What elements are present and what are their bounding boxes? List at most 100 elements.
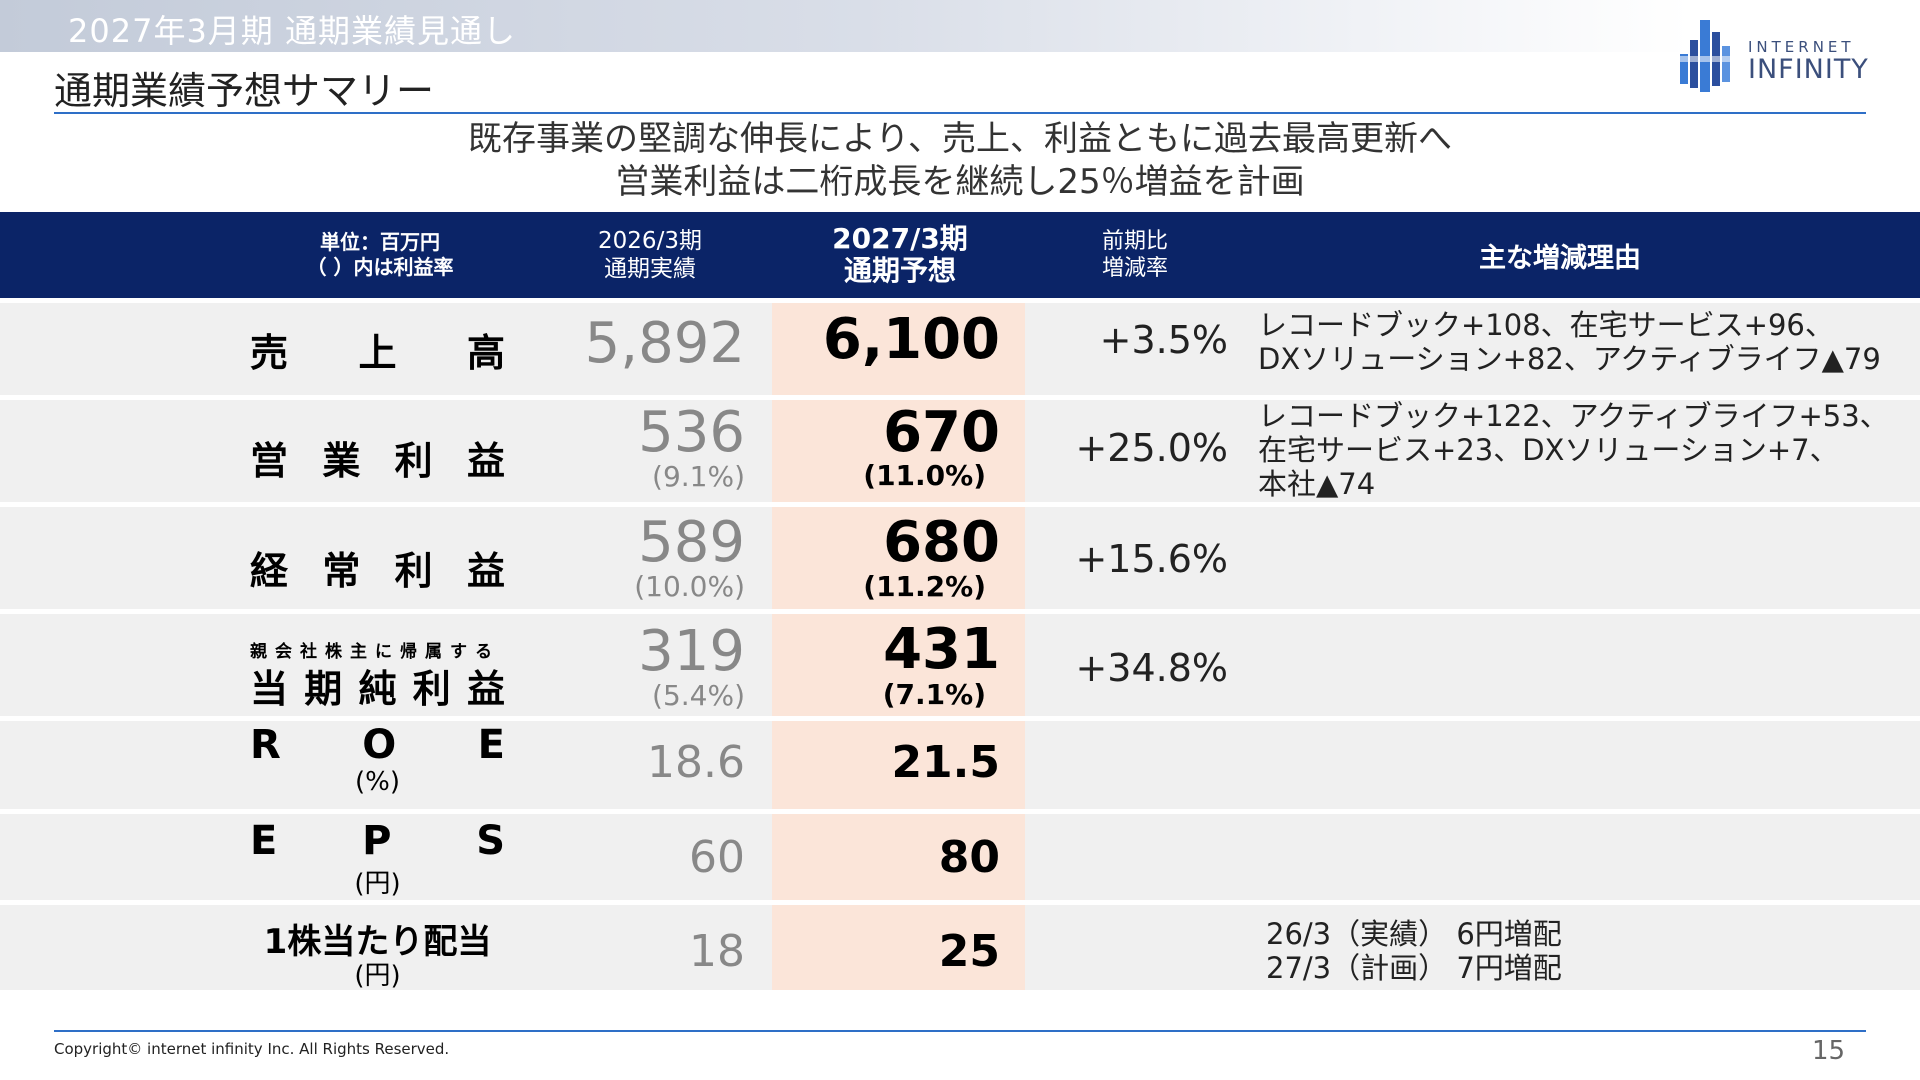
header-curr-line1: 2027/3期 <box>832 222 968 255</box>
reason-line: レコードブック+122、アクティブライフ+53、 <box>1258 399 1889 433</box>
net-forecast-margin: (7.1%) <box>882 678 986 711</box>
label-char: R <box>250 722 281 768</box>
label-char: 益 <box>466 549 505 593</box>
forecast-highlight <box>772 721 1025 809</box>
header-curr-line2: 通期予想 <box>843 254 956 287</box>
logo-text-top: INTERNET <box>1748 38 1855 56</box>
net-prev-value: 319 <box>638 619 745 684</box>
forecast-highlight <box>772 507 1025 609</box>
op-prev-margin: (9.1%) <box>652 460 745 493</box>
company-logo: INTERNET INFINITY <box>1676 16 1876 96</box>
eps-unit: (円) <box>354 869 401 899</box>
op-forecast-value: 670 <box>883 400 1000 465</box>
label-char: S <box>476 818 505 864</box>
eps-forecast-value: 80 <box>938 832 1000 883</box>
row-label-net-income: 当 期 純 利 益 <box>250 658 505 713</box>
label-char: 経 <box>250 549 289 593</box>
header-change: 前期比 増減率 <box>1060 212 1210 298</box>
label-char: E <box>250 818 278 864</box>
header-unit: 単位：百万円 （ ）内は利益率 <box>270 212 490 298</box>
eps-prev-value: 60 <box>689 832 745 883</box>
headline: 既存事業の堅調な伸長により、売上、利益ともに過去最高更新へ 営業利益は二桁成長を… <box>0 118 1920 204</box>
page-number: 15 <box>1812 1036 1846 1066</box>
sales-change: +3.5% <box>1099 318 1228 362</box>
roe-prev-value: 18.6 <box>647 737 745 788</box>
label-char: 上 <box>358 331 397 375</box>
reason-line: 本社▲74 <box>1258 467 1376 501</box>
dividend-unit: (円) <box>354 961 401 991</box>
net-prev-margin: (5.4%) <box>652 679 745 712</box>
copyright: Copyright© internet infinity Inc. All Ri… <box>54 1040 450 1058</box>
ord-change: +15.6% <box>1075 537 1228 581</box>
label-char: 利 <box>412 667 451 711</box>
reason-line: 27/3（計画） 7円増配 <box>1266 951 1562 985</box>
forecast-highlight <box>772 400 1025 502</box>
ord-forecast-value: 680 <box>883 510 1000 575</box>
sales-reason: レコードブック+108、在宅サービス+96、 DXソリューション+82、アクティ… <box>1258 308 1881 376</box>
label-char: 利 <box>394 549 433 593</box>
reason-line: 在宅サービス+23、DXソリューション+7、 <box>1258 433 1839 467</box>
row-label-roe: R O E <box>250 722 505 768</box>
reason-line: DXソリューション+82、アクティブライフ▲79 <box>1258 342 1881 376</box>
roe-unit: (%) <box>355 767 400 797</box>
label-char: 高 <box>466 331 505 375</box>
headline-line-2: 営業利益は二桁成長を継続し25％増益を計画 <box>615 162 1305 202</box>
roe-forecast-value: 21.5 <box>891 737 1000 788</box>
logo-mark-icon <box>1676 20 1732 92</box>
footer-divider <box>54 1030 1866 1032</box>
label-char: 益 <box>466 439 505 483</box>
header-unit-line2: （ ）内は利益率 <box>306 255 454 279</box>
op-reason: レコードブック+122、アクティブライフ+53、 在宅サービス+23、DXソリュ… <box>1258 399 1889 501</box>
table-header: 単位：百万円 （ ）内は利益率 2026/3期 通期実績 2027/3期 通期予… <box>0 212 1920 298</box>
row-label-dividend: 1株当たり配当 <box>263 922 492 962</box>
header-unit-line1: 単位：百万円 <box>320 230 440 254</box>
logo-text-bottom: INFINITY <box>1748 54 1869 85</box>
reason-line: レコードブック+108、在宅サービス+96、 <box>1258 308 1834 342</box>
label-char: 当 <box>250 667 289 711</box>
sales-prev-value: 5,892 <box>584 311 745 376</box>
ord-prev-margin: (10.0%) <box>634 570 745 603</box>
label-char: 利 <box>394 439 433 483</box>
top-banner: 2027年3月期 通期業績見通し <box>0 0 1920 52</box>
row-label-sales: 売 上 高 <box>250 322 505 377</box>
sales-forecast-value: 6,100 <box>822 307 1000 372</box>
op-forecast-margin: (11.0%) <box>863 459 986 492</box>
header-prev-year: 2026/3期 通期実績 <box>550 212 750 298</box>
ord-forecast-margin: (11.2%) <box>863 570 986 603</box>
forecast-highlight <box>772 303 1025 395</box>
row-label-eps: E P S <box>250 818 505 864</box>
header-prev-line1: 2026/3期 <box>598 228 702 254</box>
header-forecast: 2027/3期 通期予想 <box>790 212 1010 298</box>
net-change: +34.8% <box>1075 646 1228 690</box>
label-char: 純 <box>358 667 397 711</box>
label-char: 売 <box>250 331 289 375</box>
dividend-forecast-value: 25 <box>938 926 1000 977</box>
row-label-ordinary-profit: 経 常 利 益 <box>250 540 505 595</box>
op-change: +25.0% <box>1075 426 1228 470</box>
label-char: 益 <box>466 667 505 711</box>
header-reason: 主な増減理由 <box>1479 242 1641 274</box>
title-divider <box>54 112 1866 114</box>
dividend-prev-value: 18 <box>689 926 745 977</box>
label-char: E <box>477 722 505 768</box>
op-prev-value: 536 <box>638 400 745 465</box>
header-change-line1: 前期比 <box>1101 229 1168 254</box>
dividend-reason: 26/3（実績） 6円増配 27/3（計画） 7円増配 <box>1266 917 1562 985</box>
row-label-net-income-prefix: 親会社株主に帰属する <box>250 642 500 662</box>
label-char: 常 <box>322 549 361 593</box>
label-char: 期 <box>304 667 343 711</box>
top-title: 2027年3月期 通期業績見通し <box>68 12 516 50</box>
headline-line-1: 既存事業の堅調な伸長により、売上、利益ともに過去最高更新へ <box>468 119 1452 159</box>
forecast-highlight <box>772 814 1025 900</box>
ord-prev-value: 589 <box>638 510 745 575</box>
forecast-highlight <box>772 905 1025 990</box>
net-forecast-value: 431 <box>883 617 1000 682</box>
header-change-line2: 増減率 <box>1101 256 1168 281</box>
label-char: 営 <box>250 439 289 483</box>
row-label-operating-profit: 営 業 利 益 <box>250 430 505 485</box>
reason-line: 26/3（実績） 6円増配 <box>1266 917 1562 951</box>
label-char: 業 <box>322 439 361 483</box>
label-char: P <box>362 818 392 864</box>
label-char: O <box>362 722 397 768</box>
header-prev-line2: 通期実績 <box>604 256 696 282</box>
